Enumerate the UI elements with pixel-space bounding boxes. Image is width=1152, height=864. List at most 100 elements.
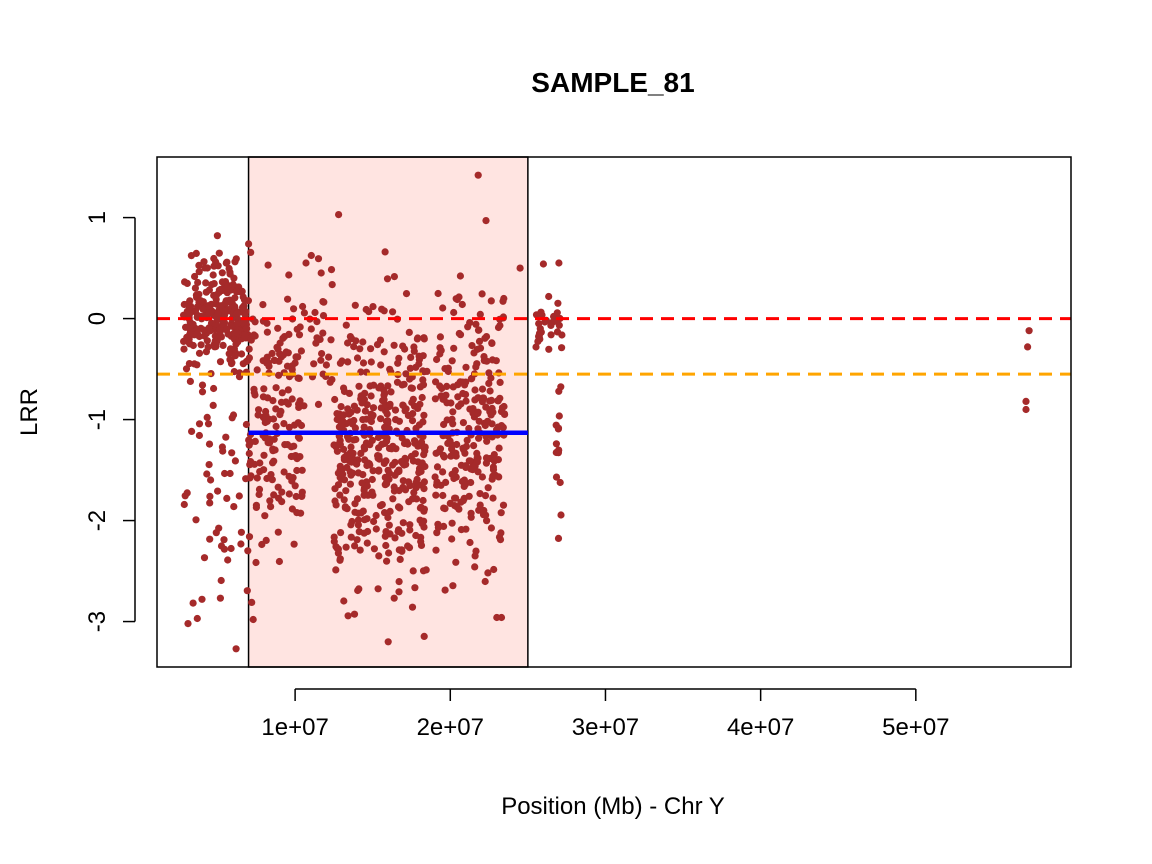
data-point — [380, 348, 388, 356]
data-point — [399, 483, 407, 491]
data-point — [384, 382, 392, 390]
data-point — [245, 436, 253, 444]
data-point — [532, 343, 540, 351]
data-point — [267, 503, 275, 511]
data-point — [385, 521, 393, 529]
data-point — [402, 290, 411, 298]
data-point — [369, 491, 377, 499]
data-point — [489, 466, 498, 474]
data-point — [446, 437, 454, 445]
data-point — [535, 332, 543, 340]
data-point — [545, 345, 553, 353]
data-point — [421, 443, 429, 451]
data-point — [390, 483, 398, 491]
data-point — [198, 595, 206, 603]
data-point — [439, 468, 447, 476]
data-point — [296, 453, 304, 461]
data-point — [342, 321, 350, 329]
data-point — [498, 404, 507, 412]
data-point — [497, 613, 506, 622]
data-point — [476, 310, 484, 318]
data-point — [253, 366, 261, 374]
data-point — [475, 434, 483, 442]
data-point — [360, 443, 368, 451]
data-point — [351, 542, 359, 550]
data-point — [314, 255, 323, 263]
data-point — [263, 328, 271, 336]
data-point — [189, 320, 197, 328]
data-point — [296, 323, 304, 331]
data-point — [395, 578, 403, 586]
data-point — [552, 448, 560, 457]
data-point — [221, 307, 229, 315]
data-point — [183, 323, 191, 331]
data-point — [345, 410, 353, 418]
data-point — [556, 478, 564, 487]
points-layer — [180, 171, 1033, 653]
x-tick-label: 1e+07 — [261, 714, 328, 741]
data-point — [244, 297, 252, 305]
data-point — [420, 451, 428, 459]
data-point — [396, 555, 404, 564]
data-point — [368, 436, 376, 444]
data-point — [552, 473, 561, 481]
data-point — [213, 312, 221, 320]
data-point — [475, 417, 483, 425]
data-point — [471, 386, 479, 394]
data-point — [462, 463, 470, 471]
data-point — [476, 490, 484, 498]
data-point — [406, 364, 414, 372]
data-point — [375, 552, 383, 560]
data-point — [419, 418, 427, 426]
data-point — [192, 516, 200, 524]
data-point — [294, 353, 302, 361]
data-point — [331, 497, 339, 505]
data-point — [450, 344, 458, 352]
data-point — [259, 301, 267, 309]
data-point — [367, 392, 375, 400]
data-point — [410, 402, 419, 410]
x-tick-label: 5e+07 — [882, 714, 949, 741]
data-point — [409, 567, 417, 575]
data-point — [380, 307, 388, 315]
data-point — [294, 433, 302, 441]
data-point — [243, 587, 251, 595]
data-point — [222, 433, 230, 441]
data-point — [462, 363, 470, 371]
data-point — [327, 266, 336, 274]
data-point — [244, 547, 252, 555]
data-point — [500, 294, 508, 303]
data-point — [472, 547, 480, 555]
data-point — [448, 357, 456, 365]
data-point — [356, 345, 364, 353]
data-point — [182, 365, 191, 373]
data-point — [400, 380, 408, 388]
data-point — [272, 384, 280, 392]
data-point — [355, 528, 363, 536]
data-point — [221, 469, 229, 478]
data-point — [390, 341, 398, 349]
data-point — [482, 459, 490, 467]
data-point — [203, 413, 211, 421]
data-point — [458, 300, 466, 309]
data-point — [251, 437, 259, 445]
data-point — [340, 411, 348, 419]
data-point — [207, 476, 215, 484]
data-point — [369, 404, 378, 412]
data-point — [295, 374, 303, 382]
data-point — [330, 537, 338, 546]
data-point — [220, 545, 228, 553]
data-point — [436, 344, 444, 352]
data-point — [534, 337, 542, 345]
data-point — [347, 443, 355, 451]
data-point — [293, 508, 301, 517]
data-point — [395, 466, 403, 474]
data-point — [486, 387, 494, 395]
data-point — [223, 494, 231, 502]
data-point — [414, 481, 422, 489]
data-point — [360, 486, 368, 494]
data-point — [553, 328, 562, 336]
data-point — [220, 536, 228, 544]
data-point — [284, 295, 292, 303]
data-point — [285, 490, 293, 498]
